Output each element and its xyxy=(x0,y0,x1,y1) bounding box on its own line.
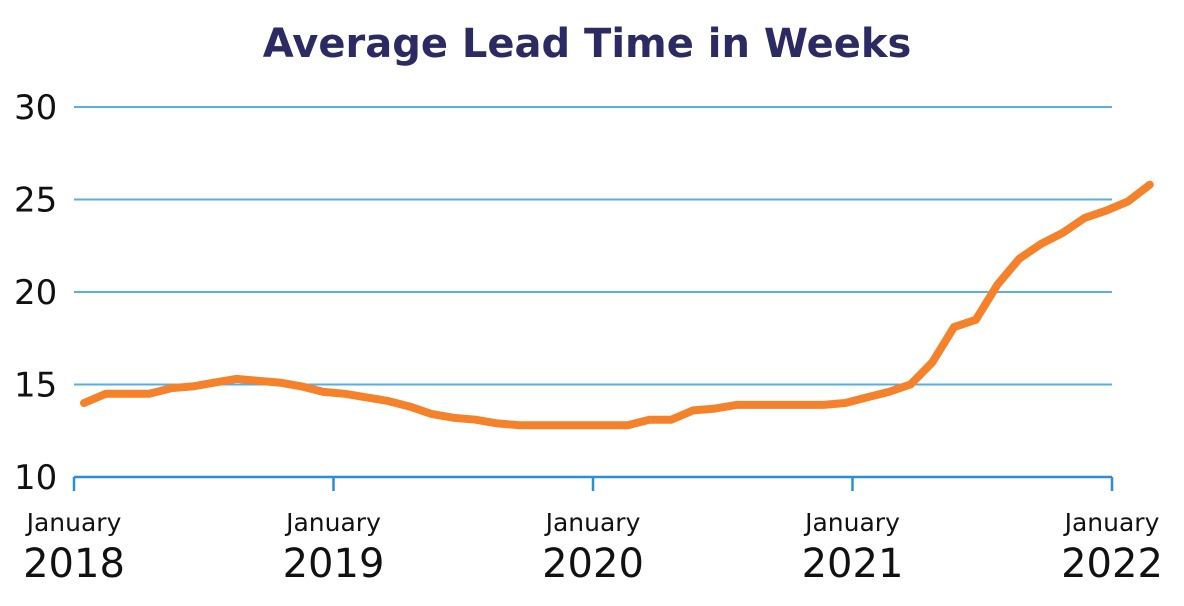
x-tick-month-label: January xyxy=(803,508,900,537)
x-tick-month-label: January xyxy=(544,508,641,537)
y-axis-ticks: 10 15 20 25 30 xyxy=(14,88,57,498)
x-axis xyxy=(72,475,1114,491)
y-tick-label: 20 xyxy=(14,273,57,313)
y-tick-label: 15 xyxy=(14,366,57,406)
x-axis-ticks: January 2018 January 2019 January 2020 January… xyxy=(23,508,1163,587)
x-tick-year-label: 2022 xyxy=(1061,541,1163,587)
gridlines xyxy=(74,106,1112,386)
x-tick-year-label: 2019 xyxy=(283,541,385,587)
y-tick-label: 10 xyxy=(14,458,57,498)
x-tick-month-label: January xyxy=(1063,508,1160,537)
series-group xyxy=(80,180,1154,430)
x-tick-year-label: 2018 xyxy=(23,541,125,587)
x-tick-year-label: 2021 xyxy=(802,541,904,587)
y-tick-label: 25 xyxy=(14,181,57,221)
series-line xyxy=(80,180,1154,430)
chart-title: Average Lead Time in Weeks xyxy=(263,21,912,67)
x-tick-month-label: January xyxy=(25,508,122,537)
y-tick-label: 30 xyxy=(14,88,57,128)
x-tick-year-label: 2020 xyxy=(542,541,644,587)
x-tick-month-label: January xyxy=(284,508,381,537)
